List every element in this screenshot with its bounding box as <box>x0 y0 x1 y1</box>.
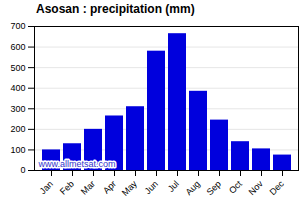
svg-text:Jan: Jan <box>38 179 55 196</box>
svg-text:Nov: Nov <box>247 178 266 197</box>
svg-text:Sep: Sep <box>205 179 223 197</box>
svg-text:Apr: Apr <box>101 179 118 196</box>
svg-text:100: 100 <box>10 145 25 155</box>
svg-text:200: 200 <box>10 124 25 134</box>
svg-text:Jun: Jun <box>143 179 160 196</box>
svg-text:Dec: Dec <box>268 178 287 197</box>
svg-text:May: May <box>120 178 139 197</box>
svg-text:Jul: Jul <box>166 179 181 194</box>
svg-text:Oct: Oct <box>227 178 244 195</box>
svg-text:Aug: Aug <box>184 179 202 197</box>
svg-text:www.allmetsat.com: www.allmetsat.com <box>38 159 116 169</box>
html-text:Asosan : precipitation (mm): Asosan : precipitation (mm) <box>36 2 195 16</box>
svg-text:500: 500 <box>10 63 25 73</box>
svg-text:400: 400 <box>10 83 25 93</box>
svg-text:0: 0 <box>20 165 25 175</box>
svg-text:700: 700 <box>10 21 25 31</box>
svg-text:Mar: Mar <box>79 179 97 197</box>
svg-text:600: 600 <box>10 42 25 52</box>
svg-text:300: 300 <box>10 104 25 114</box>
svg-text:Feb: Feb <box>58 179 76 197</box>
